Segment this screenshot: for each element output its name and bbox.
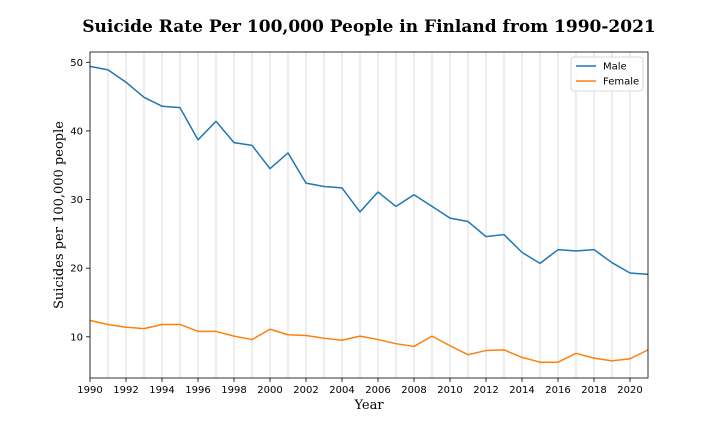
x-tick-label: 2002	[293, 385, 318, 396]
y-tick-label: 50	[70, 58, 83, 69]
plot-frame	[89, 51, 649, 379]
x-tick-label: 1990	[77, 385, 102, 396]
x-tick-label: 2020	[617, 385, 642, 396]
series-line-female	[89, 319, 649, 363]
x-tick-label: 2006	[365, 385, 390, 396]
y-tick-label: 20	[70, 264, 83, 275]
legend-label-female: Female	[603, 77, 639, 88]
grid-lines	[89, 52, 649, 378]
x-tick-label: 2008	[401, 385, 426, 396]
legend-label-male: Male	[603, 62, 627, 73]
x-tick-label: 2016	[545, 385, 570, 396]
x-tick-label: 2018	[581, 385, 606, 396]
x-tick-label: 2010	[437, 385, 462, 396]
legend: Male Female	[570, 56, 644, 92]
x-tick-label: 2004	[329, 385, 354, 396]
x-tick-label: 1996	[185, 385, 210, 396]
y-tick-label: 30	[70, 195, 83, 206]
y-tick-label: 10	[70, 332, 83, 343]
x-tick-label: 2012	[473, 385, 498, 396]
x-tick-label: 1992	[113, 385, 138, 396]
x-tick-label: 1994	[149, 385, 174, 396]
chart-title: Suicide Rate Per 100,000 People in Finla…	[82, 17, 656, 37]
axes: 1990 1992 1994 1996 1998 2000 2002 2004 2006 2008…	[70, 51, 649, 396]
y-tick-label: 40	[70, 126, 83, 137]
x-tick-label: 2014	[509, 385, 534, 396]
y-axis-label: Suicides per 100,000 people	[52, 121, 67, 309]
x-axis-label: Year	[353, 398, 384, 413]
plot-series	[89, 65, 649, 363]
series-line-male	[89, 65, 649, 276]
x-tick-label: 2000	[257, 385, 282, 396]
x-tick-label: 1998	[221, 385, 246, 396]
